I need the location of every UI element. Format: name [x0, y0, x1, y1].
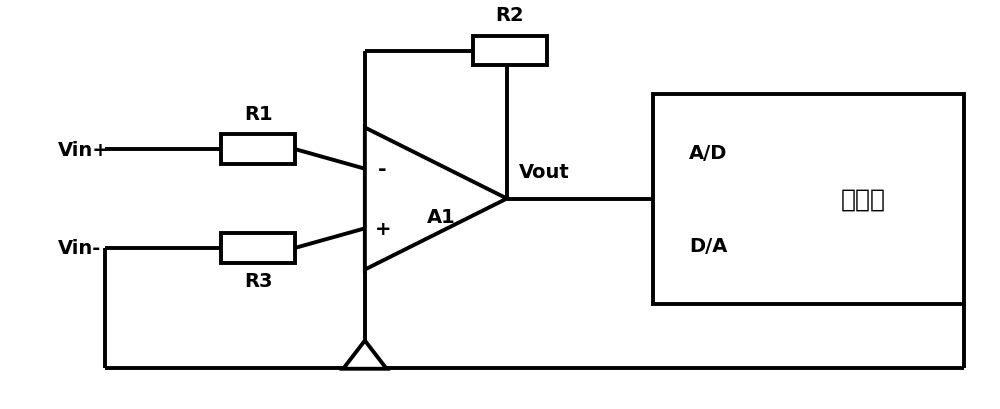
Text: A/D: A/D — [689, 144, 727, 163]
Bar — [221, 234, 295, 263]
Text: -: - — [378, 159, 387, 179]
Text: Vin-: Vin- — [58, 239, 101, 258]
Bar — [473, 37, 547, 66]
Text: R3: R3 — [244, 271, 273, 290]
Text: R1: R1 — [244, 104, 273, 123]
Text: A1: A1 — [426, 207, 455, 226]
Text: D/A: D/A — [689, 236, 727, 255]
Polygon shape — [365, 128, 507, 270]
Polygon shape — [343, 341, 387, 369]
Text: R2: R2 — [496, 6, 524, 25]
Text: 控制器: 控制器 — [841, 188, 886, 211]
Bar — [653, 95, 964, 304]
Text: Vout: Vout — [519, 162, 569, 181]
Text: +: + — [374, 219, 391, 238]
Text: Vin+: Vin+ — [58, 140, 110, 159]
Bar — [221, 135, 295, 164]
